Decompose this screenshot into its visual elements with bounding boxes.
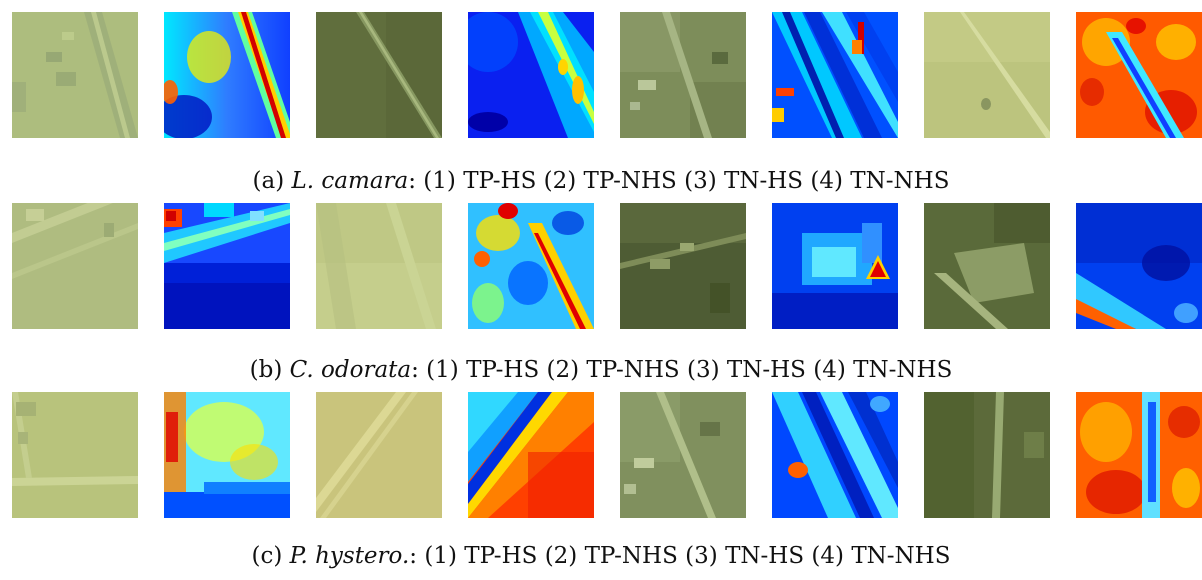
- caption-text: : (1) TP-HS (2) TP-NHS (3) TN-HS (4) TN-…: [411, 357, 953, 383]
- heatmap-image: [468, 12, 594, 138]
- caption-label: (b): [249, 357, 283, 383]
- satellite-image: [12, 203, 138, 329]
- heatmap-image: [1076, 203, 1202, 329]
- heatmap-image: [772, 203, 898, 329]
- satellite-image: [316, 392, 442, 518]
- satellite-image: [924, 392, 1050, 518]
- figure-row-a: [12, 12, 1202, 138]
- caption-b: (b) C. odorata: (1) TP-HS (2) TP-NHS (3)…: [0, 355, 1202, 385]
- heatmap-image: [468, 203, 594, 329]
- satellite-image: [316, 12, 442, 138]
- heatmap-image: [772, 12, 898, 138]
- heatmap-image: [164, 392, 290, 518]
- satellite-image: [620, 392, 746, 518]
- figure-row-c: [12, 392, 1202, 518]
- caption-text: : (1) TP-HS (2) TP-NHS (3) TN-HS (4) TN-…: [409, 543, 951, 569]
- species-name: P. hystero.: [289, 543, 410, 569]
- caption-label: (c): [251, 543, 283, 569]
- caption-label: (a): [252, 168, 285, 194]
- heatmap-image: [1076, 12, 1202, 138]
- heatmap-image: [468, 392, 594, 518]
- satellite-image: [12, 12, 138, 138]
- satellite-image: [924, 12, 1050, 138]
- heatmap-image: [1076, 392, 1202, 518]
- caption-c: (c) P. hystero.: (1) TP-HS (2) TP-NHS (3…: [0, 541, 1202, 571]
- satellite-image: [316, 203, 442, 329]
- satellite-image: [620, 12, 746, 138]
- caption-text: : (1) TP-HS (2) TP-NHS (3) TN-HS (4) TN-…: [408, 168, 950, 194]
- satellite-image: [12, 392, 138, 518]
- heatmap-image: [164, 203, 290, 329]
- species-name: C. odorata: [289, 357, 412, 383]
- satellite-image: [924, 203, 1050, 329]
- figure-row-b: [12, 203, 1202, 329]
- heatmap-image: [772, 392, 898, 518]
- caption-a: (a) L. camara: (1) TP-HS (2) TP-NHS (3) …: [0, 166, 1202, 196]
- satellite-image: [620, 203, 746, 329]
- heatmap-image: [164, 12, 290, 138]
- species-name: L. camara: [291, 168, 409, 194]
